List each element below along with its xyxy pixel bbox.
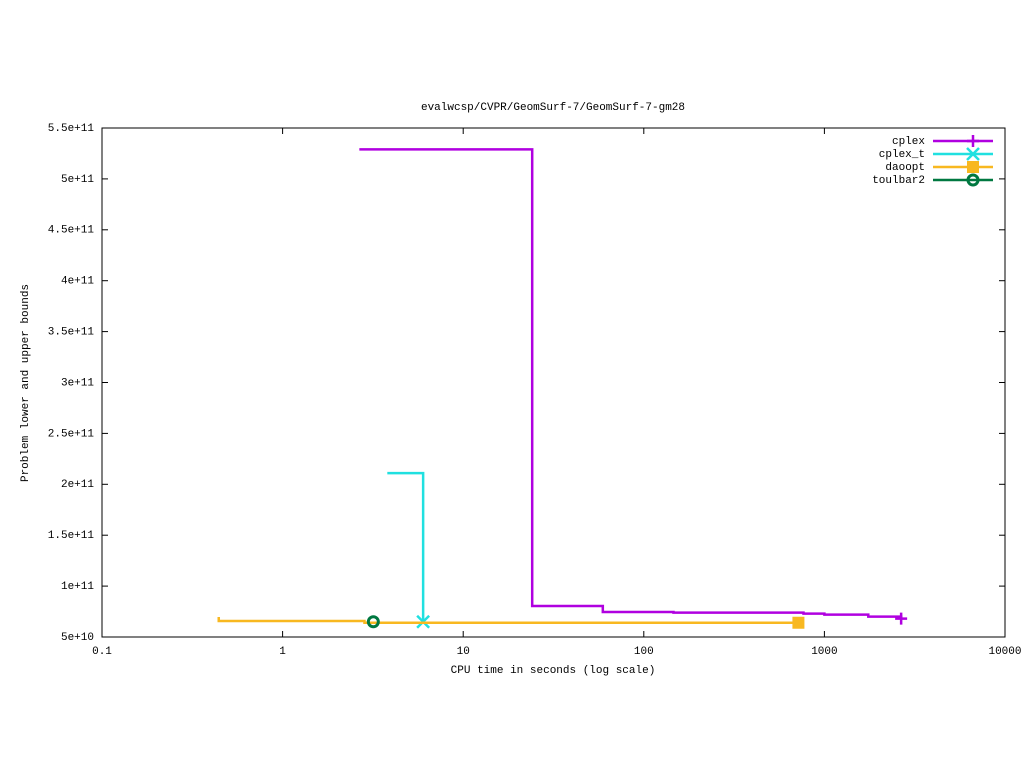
x-axis-label: CPU time in seconds (log scale) [451,665,656,677]
y-tick-label: 4e+11 [61,276,94,288]
marker [966,173,980,187]
y-tick-label: 3e+11 [61,377,94,389]
y-tick-label: 3.5e+11 [48,327,95,339]
x-tick-label: 1000 [811,646,837,658]
marker [967,161,979,173]
marker [895,612,908,625]
legend-label: cplex [892,136,925,148]
y-tick-label: 5.5e+11 [48,123,95,135]
marker-shape [967,161,979,173]
x-tick-label: 100 [634,646,654,658]
marker [366,615,380,629]
y-tick-label: 5e+10 [61,632,94,644]
legend-label: cplex_t [879,149,925,161]
legend-label: toulbar2 [872,175,925,187]
marker-shape [895,612,908,625]
y-axis-label: Problem lower and upper bounds [20,284,32,482]
marker-shape [966,147,980,161]
x-tick-label: 10 [457,646,470,658]
series-line [387,471,425,622]
marker-shape [366,615,380,629]
legend-label: daoopt [885,162,925,174]
marker-shape [792,616,805,629]
y-tick-label: 1.5e+11 [48,530,95,542]
series-line [359,148,903,619]
plot-frame [101,127,1006,638]
marker-shape [966,173,980,187]
y-tick-label: 5e+11 [61,174,94,186]
y-tick-label: 2e+11 [61,479,94,491]
x-tick-label: 0.1 [92,646,112,658]
x-tick-label: 1 [279,646,286,658]
series-line [217,616,799,624]
x-tick-label: 10000 [988,646,1021,658]
marker [966,147,980,161]
marker [967,135,979,147]
y-tick-label: 4.5e+11 [48,225,95,237]
marker-shape [967,135,979,147]
chart-title: evalwcsp/CVPR/GeomSurf-7/GeomSurf-7-gm28 [421,102,685,114]
marker [792,616,805,629]
y-tick-label: 1e+11 [61,581,94,593]
y-tick-label: 2.5e+11 [48,428,95,440]
